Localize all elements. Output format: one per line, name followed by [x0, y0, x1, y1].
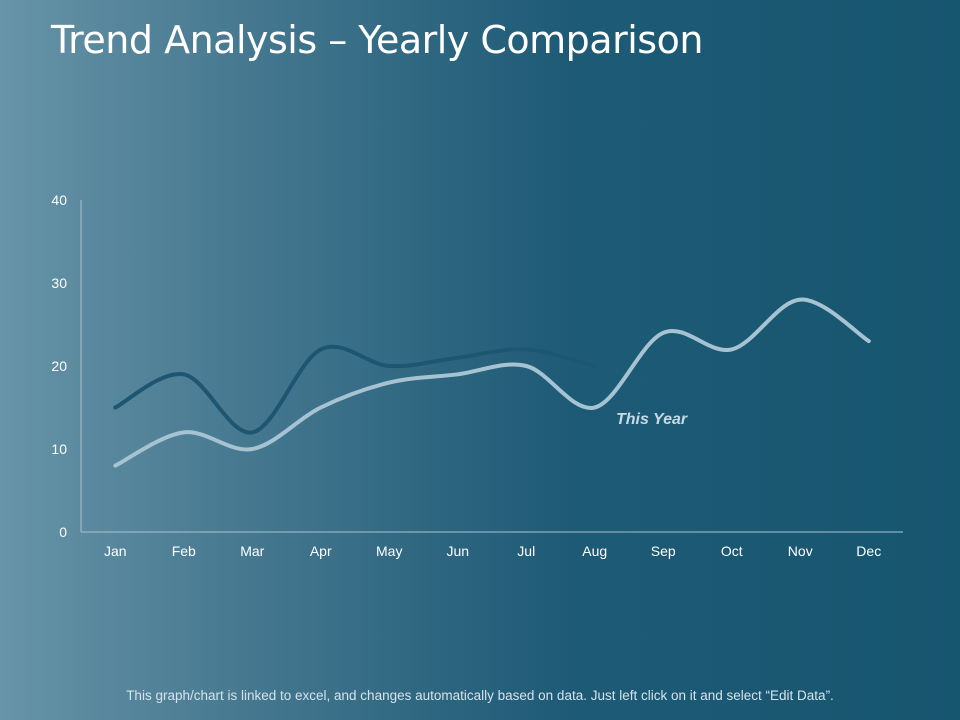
x-tick-label: Sep	[651, 543, 676, 559]
x-tick-label: Mar	[240, 543, 264, 559]
y-axis-tick-labels: 0 10 20 30 40	[51, 192, 67, 540]
x-tick-label: Feb	[172, 543, 196, 559]
x-tick-label: Nov	[788, 543, 813, 559]
slide-title: Trend Analysis – Yearly Comparison	[51, 18, 703, 62]
footnote: This graph/chart is linked to excel, and…	[126, 688, 834, 703]
x-tick-label: May	[376, 543, 402, 559]
x-axis-tick-labels: Jan Feb Mar Apr May Jun Jul Aug Sep Oct Nov Dec	[104, 543, 881, 559]
y-tick-label: 30	[51, 275, 67, 291]
y-tick-label: 20	[51, 358, 67, 374]
series-label: This Year	[616, 411, 688, 428]
series-line-1	[113, 297, 871, 468]
x-tick-label: Jul	[517, 543, 535, 559]
x-tick-label: Jan	[104, 543, 127, 559]
series-line-0	[113, 344, 597, 435]
y-tick-label: 0	[59, 524, 67, 540]
x-tick-label: Dec	[856, 543, 881, 559]
y-tick-label: 40	[51, 192, 67, 208]
series-labels: This Year	[616, 411, 688, 428]
series-lines	[113, 297, 871, 468]
x-tick-label: Aug	[582, 543, 607, 559]
x-tick-label: Apr	[310, 543, 332, 559]
y-tick-label: 10	[51, 441, 67, 457]
x-tick-label: Jun	[446, 543, 469, 559]
x-tick-label: Oct	[721, 543, 743, 559]
